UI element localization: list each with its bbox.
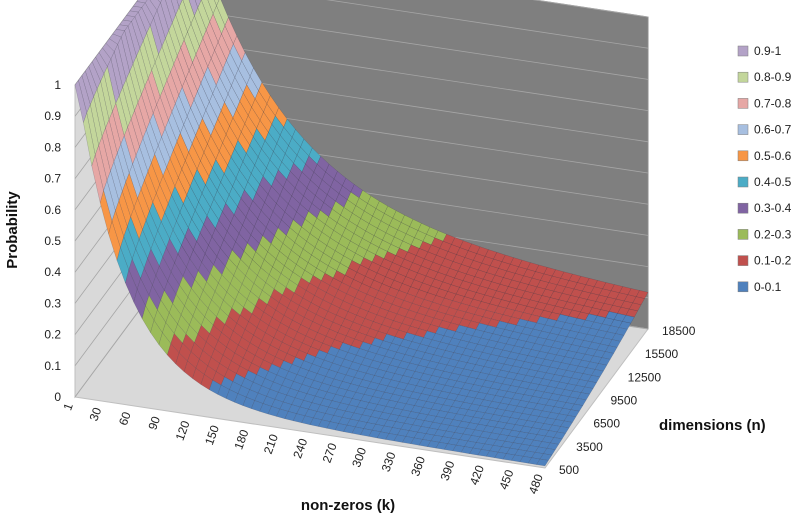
y-tick-label: 0.3 (44, 296, 61, 310)
depth-axis-title: dimensions (n) (659, 417, 766, 434)
depth-tick-label: 15500 (645, 347, 679, 361)
x-tick-label: 240 (290, 436, 310, 460)
depth-axis-ticks: 500 3500 6500 9500 12500 15500 18500 (559, 324, 696, 477)
surface-cell (214, 0, 220, 7)
depth-tick-label: 3500 (576, 440, 603, 454)
legend-label: 0.2-0.3 (754, 227, 792, 241)
legend-label: 0.4-0.5 (754, 175, 792, 189)
legend-swatch (737, 202, 749, 214)
y-tick-label: 1 (54, 78, 61, 92)
x-tick-label: 330 (379, 450, 399, 474)
surface-cell (157, 0, 162, 4)
legend-swatch (737, 229, 749, 240)
surface-cell (194, 0, 202, 9)
surface-cell (611, 333, 625, 342)
y-tick-label: 0.9 (44, 109, 61, 123)
y-axis-title: Probability (4, 191, 21, 269)
surface-cell (536, 458, 549, 467)
surface-cell (176, 0, 183, 8)
y-tick-label: 0.4 (44, 265, 61, 279)
legend-label: 0.8-0.9 (754, 70, 792, 84)
y-tick-label: 0.7 (44, 172, 61, 186)
legend-label: 0.1-0.2 (754, 254, 792, 268)
x-tick-label: 90 (145, 414, 163, 432)
legend: 0.9-1 0.8-0.9 0.7-0.8 0.6-0.7 0.5-0.6 0.4-0.5… (737, 44, 792, 294)
legend-swatch (737, 45, 749, 57)
y-tick-label: 0.1 (44, 359, 61, 373)
legend-swatch (737, 255, 749, 266)
legend-label: 0.6-0.7 (754, 123, 792, 137)
x-tick-label: 480 (526, 472, 546, 496)
surface-cell (598, 357, 611, 366)
x-tick-label: 420 (467, 463, 487, 487)
x-tick-label: 210 (261, 432, 281, 456)
depth-tick-label: 9500 (611, 394, 638, 408)
x-axis-ticks: 1 30 60 90 120 150 180 210 240 270 300 330 360 390 420… (60, 401, 546, 496)
depth-tick-label: 500 (559, 463, 579, 477)
x-tick-label: 120 (173, 419, 193, 443)
surface-cell (553, 431, 566, 440)
surface-cell (567, 409, 580, 418)
x-tick-label: 30 (87, 405, 105, 423)
x-tick-label: 300 (349, 445, 369, 469)
surface-cell (556, 426, 570, 434)
depth-tick-label: 6500 (593, 417, 620, 431)
legend-label: 0.7-0.8 (754, 96, 792, 110)
surface-cell (615, 327, 628, 336)
legend-swatch (737, 150, 749, 162)
surface (74, 0, 649, 467)
x-axis-title: non-zeros (k) (301, 497, 395, 514)
y-tick-label: 0.5 (44, 234, 61, 248)
x-tick-label: 360 (408, 454, 428, 478)
x-tick-label: 60 (116, 410, 134, 428)
surface-cell (618, 321, 632, 330)
x-tick-label: 270 (320, 441, 340, 465)
y-tick-label: 0.2 (44, 328, 61, 342)
x-tick-label: 180 (231, 427, 251, 451)
y-tick-label: 0 (54, 390, 61, 404)
y-tick-label: 0.6 (44, 203, 61, 217)
surface-cell (560, 420, 573, 429)
surface-cell (563, 415, 577, 423)
x-tick-label: 150 (202, 423, 222, 447)
surface-cell (628, 302, 642, 312)
legend-label: 0.9-1 (754, 44, 782, 58)
legend-swatch (737, 176, 749, 188)
depth-tick-label: 12500 (628, 370, 662, 384)
legend-label: 0.3-0.4 (754, 201, 792, 215)
x-tick-label: 450 (496, 468, 516, 492)
legend-swatch (737, 124, 749, 135)
x-tick-label: 1 (60, 401, 76, 412)
x-tick-label: 390 (438, 459, 458, 483)
y-tick-label: 0.8 (44, 140, 61, 154)
legend-swatch (737, 71, 749, 83)
legend-label: 0.5-0.6 (754, 149, 792, 163)
legend-label: 0-0.1 (754, 280, 782, 294)
surface-cell (577, 392, 590, 401)
legend-swatch (737, 98, 749, 109)
surface-cell (549, 437, 563, 445)
surface-cell (604, 345, 618, 354)
y-axis-ticks: 0 0.1 0.2 0.3 0.4 0.5 0.6 0.7 0.8 0.9 1 (44, 78, 61, 404)
depth-tick-label: 18500 (662, 324, 696, 338)
surface-cell (543, 448, 556, 456)
surface-cell (594, 363, 608, 372)
legend-swatch (737, 281, 749, 293)
